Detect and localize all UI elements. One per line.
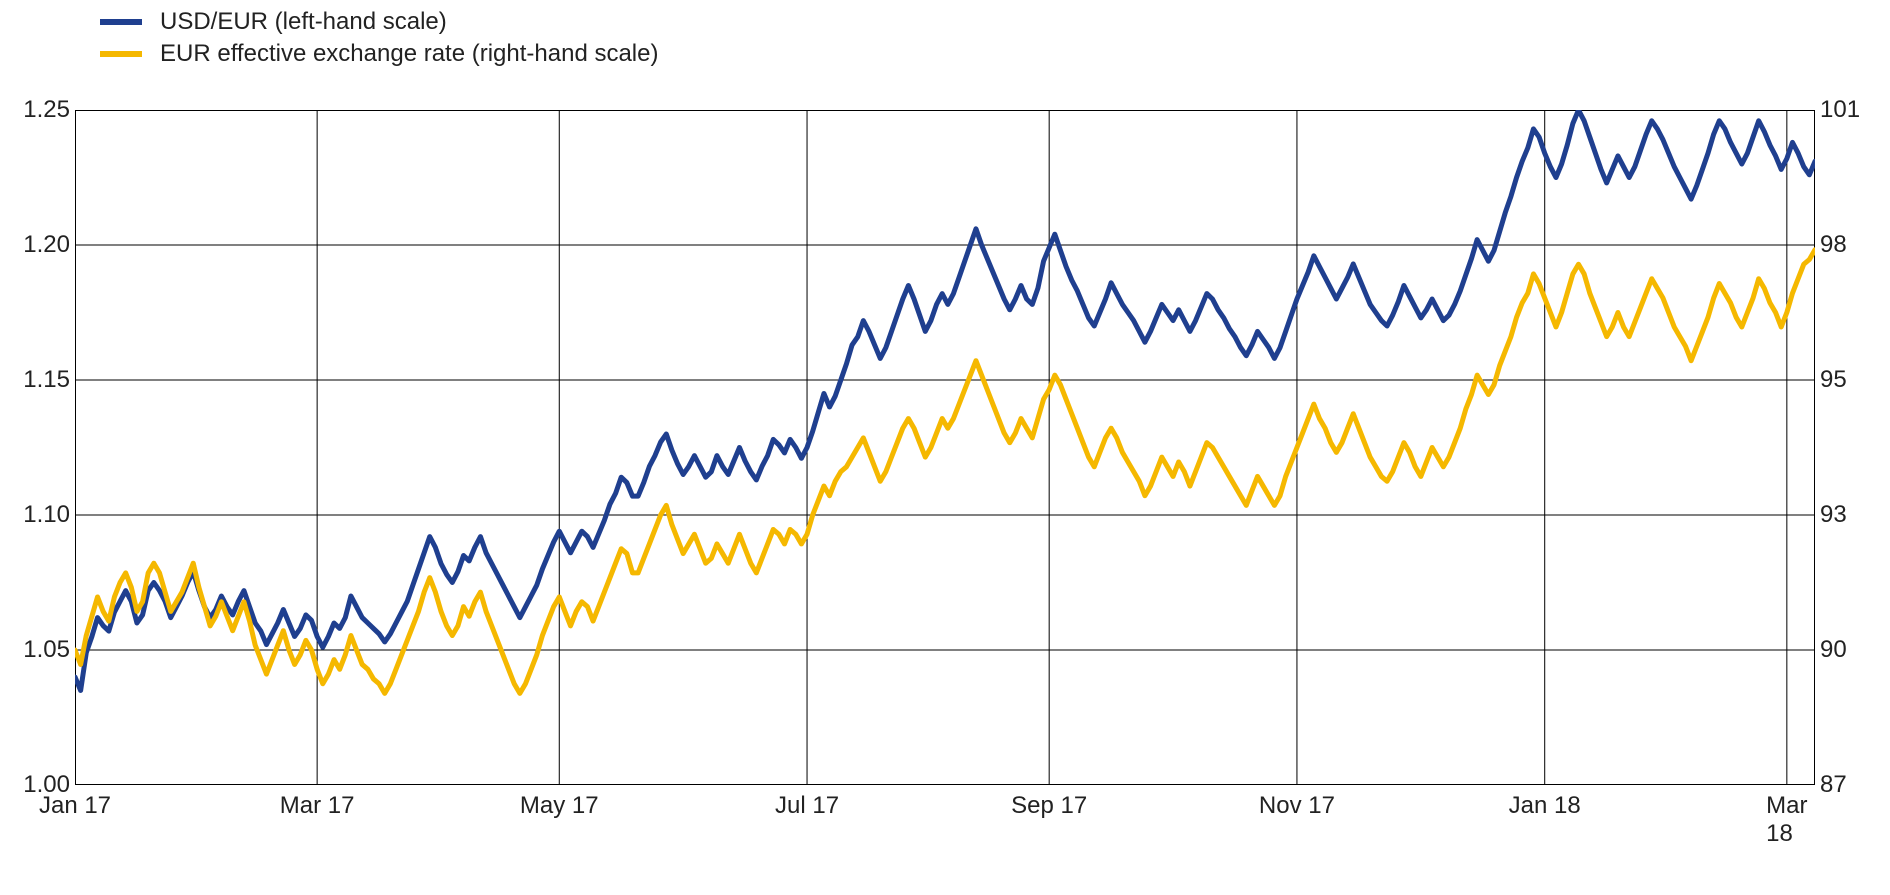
legend-item-1: USD/EUR (left-hand scale)	[100, 8, 658, 36]
ytick-right: 101	[1820, 96, 1885, 124]
legend-swatch-2	[100, 51, 142, 57]
legend-label-2: EUR effective exchange rate (right-hand …	[160, 40, 658, 68]
xtick: Sep 17	[1011, 792, 1087, 820]
legend-swatch-1	[100, 19, 142, 25]
xtick: Jan 17	[39, 792, 111, 820]
ytick-right: 95	[1820, 366, 1885, 394]
ytick-right: 90	[1820, 636, 1885, 664]
ytick-right: 87	[1820, 771, 1885, 799]
plot-svg	[75, 110, 1815, 785]
series-usd_eur	[75, 110, 1815, 691]
legend: USD/EUR (left-hand scale) EUR effective …	[100, 8, 658, 72]
chart-container: { "chart": { "type": "line", "background…	[0, 0, 1890, 895]
xtick: Jan 18	[1509, 792, 1581, 820]
ytick-left: 1.10	[5, 501, 70, 529]
ytick-left: 1.15	[5, 366, 70, 394]
xtick: Nov 17	[1259, 792, 1335, 820]
legend-item-2: EUR effective exchange rate (right-hand …	[100, 40, 658, 68]
xtick: Mar 17	[280, 792, 355, 820]
ytick-left: 1.20	[5, 231, 70, 259]
xtick: May 17	[520, 792, 599, 820]
ytick-left: 1.05	[5, 636, 70, 664]
xtick: Jul 17	[775, 792, 839, 820]
ytick-left: 1.25	[5, 96, 70, 124]
ytick-right: 93	[1820, 501, 1885, 529]
plot-area: 1.001.051.101.151.201.25 8790939598101	[75, 110, 1815, 785]
x-axis-ticks: Jan 17Mar 17May 17Jul 17Sep 17Nov 17Jan …	[75, 792, 1815, 822]
xtick: Mar 18	[1766, 792, 1807, 848]
ytick-right: 98	[1820, 231, 1885, 259]
legend-label-1: USD/EUR (left-hand scale)	[160, 8, 447, 36]
